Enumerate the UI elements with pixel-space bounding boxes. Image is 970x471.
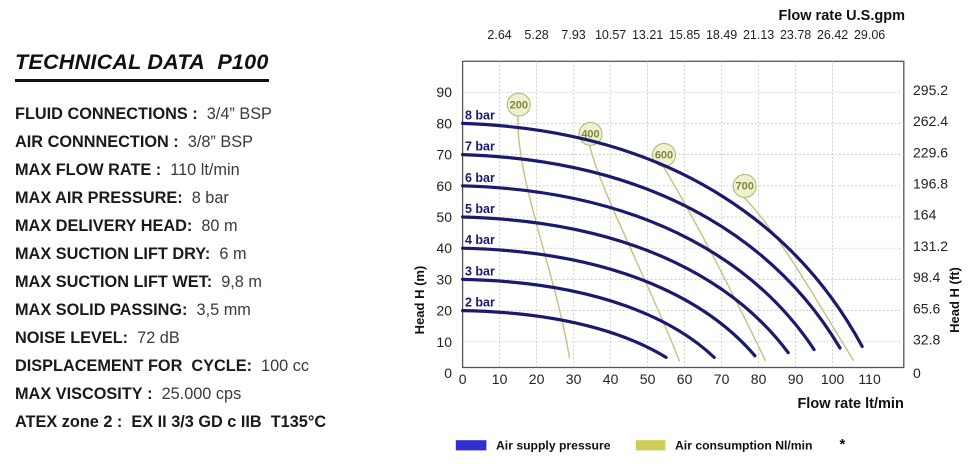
svg-text:70: 70 (436, 147, 452, 163)
svg-text:110: 110 (858, 371, 881, 387)
svg-text:Head H (m): Head H (m) (412, 266, 427, 335)
svg-text:600: 600 (655, 150, 673, 162)
svg-text:196.8: 196.8 (913, 176, 948, 192)
svg-text:Air consumption Nl/min: Air consumption Nl/min (675, 438, 812, 452)
svg-text:229.6: 229.6 (913, 144, 948, 160)
svg-text:18.49: 18.49 (706, 28, 737, 42)
svg-text:98.4: 98.4 (913, 269, 940, 285)
svg-text:2 bar: 2 bar (465, 296, 495, 310)
svg-text:40: 40 (603, 371, 619, 387)
svg-text:65.6: 65.6 (913, 300, 940, 316)
svg-text:70: 70 (714, 371, 730, 387)
svg-text:13.21: 13.21 (632, 28, 663, 42)
svg-text:30: 30 (436, 271, 452, 287)
svg-text:164: 164 (913, 207, 937, 223)
svg-text:26.42: 26.42 (817, 28, 848, 42)
svg-text:20: 20 (436, 303, 452, 319)
svg-text:21.13: 21.13 (743, 28, 774, 42)
svg-text:80: 80 (751, 371, 767, 387)
svg-text:10: 10 (492, 371, 508, 387)
svg-text:50: 50 (640, 371, 656, 387)
svg-text:4 bar: 4 bar (465, 233, 495, 247)
svg-text:90: 90 (788, 371, 804, 387)
svg-text:131.2: 131.2 (913, 238, 948, 254)
svg-text:40: 40 (436, 240, 452, 256)
svg-text:100: 100 (821, 371, 845, 387)
svg-text:Head H (ft): Head H (ft) (947, 267, 962, 333)
svg-text:Flow rate lt/min: Flow rate lt/min (797, 396, 903, 412)
svg-text:6 bar: 6 bar (465, 171, 495, 185)
svg-text:20: 20 (529, 371, 545, 387)
svg-text:15.85: 15.85 (669, 28, 700, 42)
svg-text:0: 0 (913, 365, 921, 381)
svg-text:0: 0 (444, 365, 452, 381)
svg-text:295.2: 295.2 (913, 82, 948, 98)
svg-text:50: 50 (436, 209, 452, 225)
svg-text:200: 200 (510, 99, 528, 111)
svg-text:8 bar: 8 bar (465, 108, 495, 122)
svg-text:60: 60 (436, 178, 452, 194)
svg-text:60: 60 (677, 371, 693, 387)
svg-text:32.8: 32.8 (913, 332, 940, 348)
svg-text:30: 30 (566, 371, 582, 387)
svg-text:10.57: 10.57 (595, 28, 626, 42)
svg-text:5 bar: 5 bar (465, 202, 495, 216)
svg-text:5.28: 5.28 (524, 28, 548, 42)
svg-text:700: 700 (736, 181, 754, 193)
svg-text:*: * (839, 436, 845, 453)
svg-text:Flow rate U.S.gpm: Flow rate U.S.gpm (779, 8, 906, 24)
svg-text:7 bar: 7 bar (465, 140, 495, 154)
svg-text:Air supply pressure: Air supply pressure (496, 438, 611, 452)
svg-text:0: 0 (459, 371, 467, 387)
svg-text:2.64: 2.64 (487, 28, 511, 42)
svg-text:262.4: 262.4 (913, 113, 948, 129)
svg-text:10: 10 (436, 334, 452, 350)
svg-text:90: 90 (436, 84, 452, 100)
svg-text:3 bar: 3 bar (465, 264, 495, 278)
svg-text:80: 80 (436, 115, 452, 131)
svg-text:23.78: 23.78 (780, 28, 811, 42)
svg-text:29.06: 29.06 (854, 28, 885, 42)
svg-text:7.93: 7.93 (561, 28, 585, 42)
